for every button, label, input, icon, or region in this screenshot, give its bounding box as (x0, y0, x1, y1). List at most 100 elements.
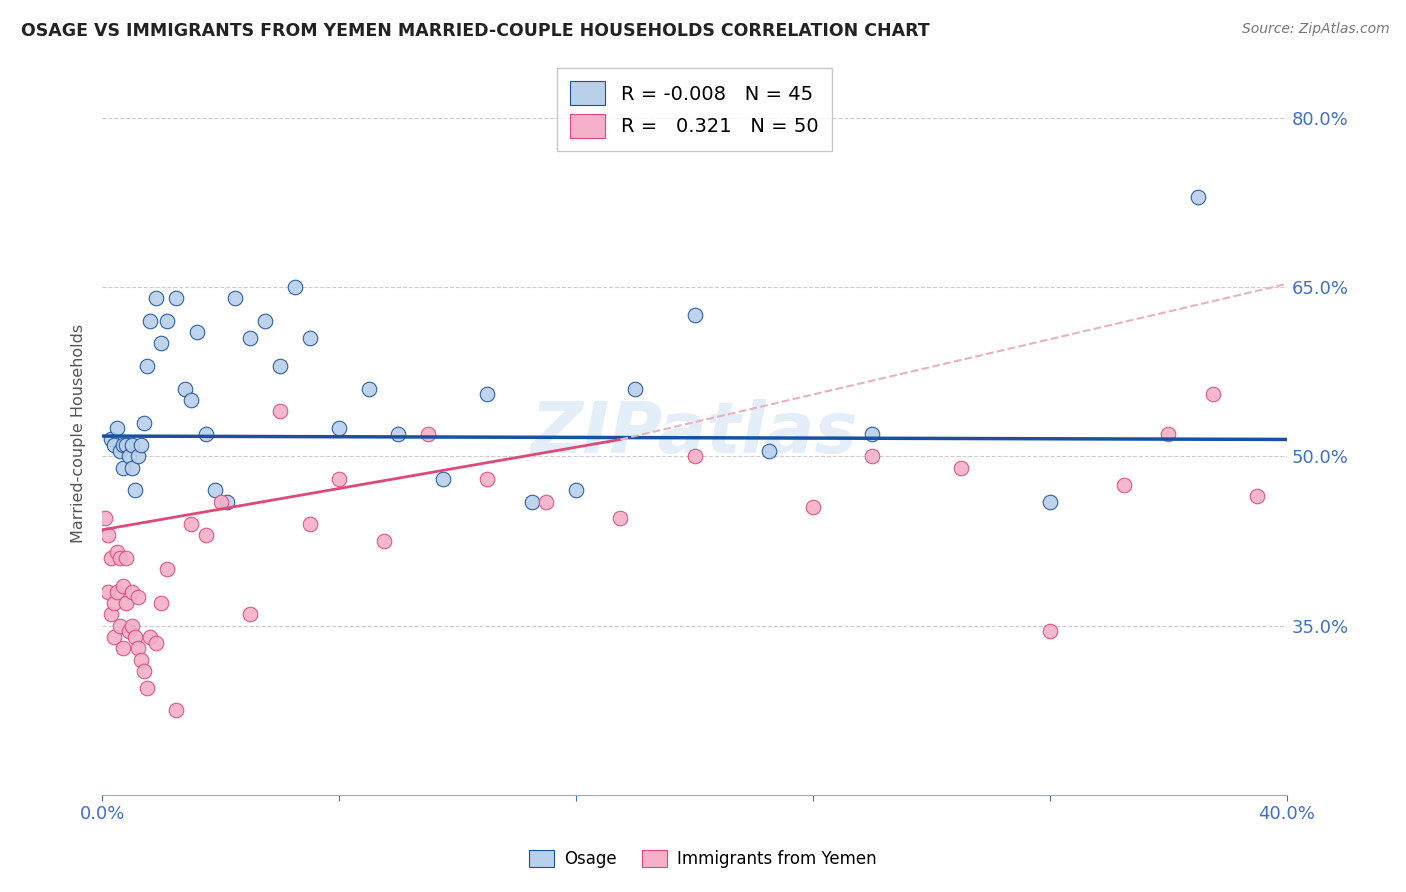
Point (108, 551, 131, 566)
Point (239, 331, 262, 345)
Point (165, 703, 187, 717)
Legend: R = -0.008   N = 45, R =   0.321   N = 50: R = -0.008 N = 45, R = 0.321 N = 50 (557, 68, 832, 152)
Point (180, 517, 202, 532)
Point (121, 460, 143, 475)
Point (298, 331, 321, 345)
Point (1246, 489, 1268, 503)
Point (111, 579, 134, 593)
Point (1112, 477, 1135, 491)
Point (180, 392, 202, 407)
Point (132, 664, 155, 678)
Point (357, 382, 380, 396)
Point (186, 325, 208, 339)
Legend: Osage, Immigrants from Yemen: Osage, Immigrants from Yemen (523, 843, 883, 875)
Point (1039, 494, 1062, 508)
Point (801, 500, 824, 515)
Point (1187, 190, 1209, 204)
Point (269, 404, 291, 418)
Point (328, 421, 350, 435)
Point (118, 450, 141, 464)
Point (204, 483, 226, 498)
Point (127, 450, 149, 464)
Point (174, 382, 197, 396)
Point (194, 528, 217, 542)
Point (565, 483, 588, 498)
Point (387, 426, 409, 441)
Point (269, 359, 291, 373)
Point (135, 681, 157, 695)
Point (103, 596, 125, 610)
Point (105, 585, 128, 599)
Point (609, 511, 631, 525)
Point (156, 314, 179, 328)
Point (105, 545, 128, 559)
Point (758, 443, 780, 458)
Point (239, 607, 262, 622)
Point (97, 585, 120, 599)
Point (129, 438, 152, 452)
Point (145, 291, 167, 305)
Point (254, 314, 277, 328)
Point (108, 443, 131, 458)
Point (121, 438, 143, 452)
Point (127, 641, 149, 656)
Point (132, 416, 155, 430)
Point (115, 596, 138, 610)
Point (145, 635, 167, 649)
Point (103, 438, 125, 452)
Point (683, 450, 706, 464)
Point (215, 494, 238, 508)
Point (624, 382, 647, 396)
Point (328, 472, 350, 486)
Point (298, 517, 321, 532)
Text: ZIPatlas: ZIPatlas (531, 400, 858, 468)
Point (121, 618, 143, 632)
Y-axis label: Married-couple Households: Married-couple Households (72, 324, 86, 543)
Point (100, 607, 122, 622)
Point (103, 630, 125, 644)
Point (150, 336, 173, 351)
Point (118, 624, 141, 639)
Point (950, 460, 973, 475)
Point (1157, 426, 1180, 441)
Point (150, 596, 173, 610)
Point (209, 494, 232, 508)
Point (165, 291, 187, 305)
Point (477, 387, 499, 401)
Point (135, 359, 157, 373)
Point (129, 652, 152, 666)
Point (1039, 624, 1062, 639)
Point (100, 433, 122, 447)
Point (124, 483, 146, 498)
Point (477, 472, 499, 486)
Point (111, 641, 134, 656)
Point (860, 450, 883, 464)
Point (94, 511, 117, 525)
Point (860, 426, 883, 441)
Text: Source: ZipAtlas.com: Source: ZipAtlas.com (1241, 22, 1389, 37)
Point (124, 630, 146, 644)
Point (111, 438, 134, 452)
Point (121, 585, 143, 599)
Point (115, 551, 138, 566)
Point (100, 551, 122, 566)
Point (127, 591, 149, 605)
Point (416, 426, 439, 441)
Point (115, 438, 138, 452)
Point (224, 291, 246, 305)
Point (97, 528, 120, 542)
Point (156, 562, 179, 576)
Point (138, 630, 160, 644)
Point (520, 494, 543, 508)
Point (194, 426, 217, 441)
Point (1202, 387, 1225, 401)
Point (284, 280, 307, 294)
Point (111, 460, 134, 475)
Text: OSAGE VS IMMIGRANTS FROM YEMEN MARRIED-COUPLE HOUSEHOLDS CORRELATION CHART: OSAGE VS IMMIGRANTS FROM YEMEN MARRIED-C… (21, 22, 929, 40)
Point (138, 314, 160, 328)
Point (105, 421, 128, 435)
Point (108, 618, 131, 632)
Point (683, 308, 706, 322)
Point (536, 494, 558, 508)
Point (432, 472, 454, 486)
